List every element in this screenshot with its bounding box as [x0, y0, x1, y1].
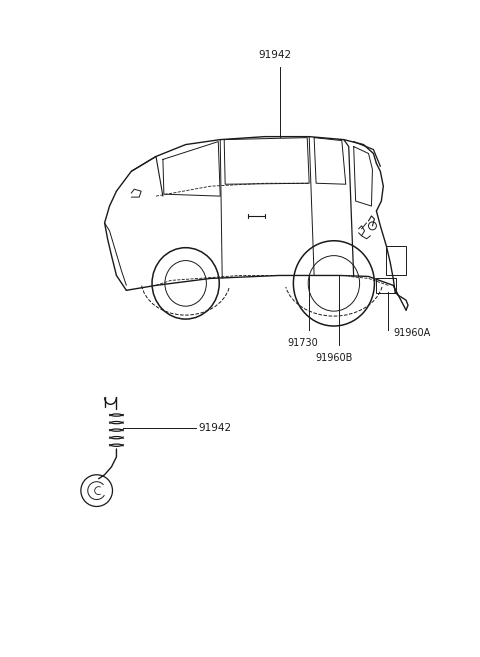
Bar [376, 279, 396, 293]
Text: 91942: 91942 [199, 423, 232, 433]
Text: 91960B: 91960B [315, 353, 353, 363]
Text: 91942: 91942 [258, 51, 291, 60]
Bar [386, 246, 406, 275]
Text: 91730: 91730 [287, 338, 318, 348]
Text: 91960A: 91960A [393, 328, 431, 338]
